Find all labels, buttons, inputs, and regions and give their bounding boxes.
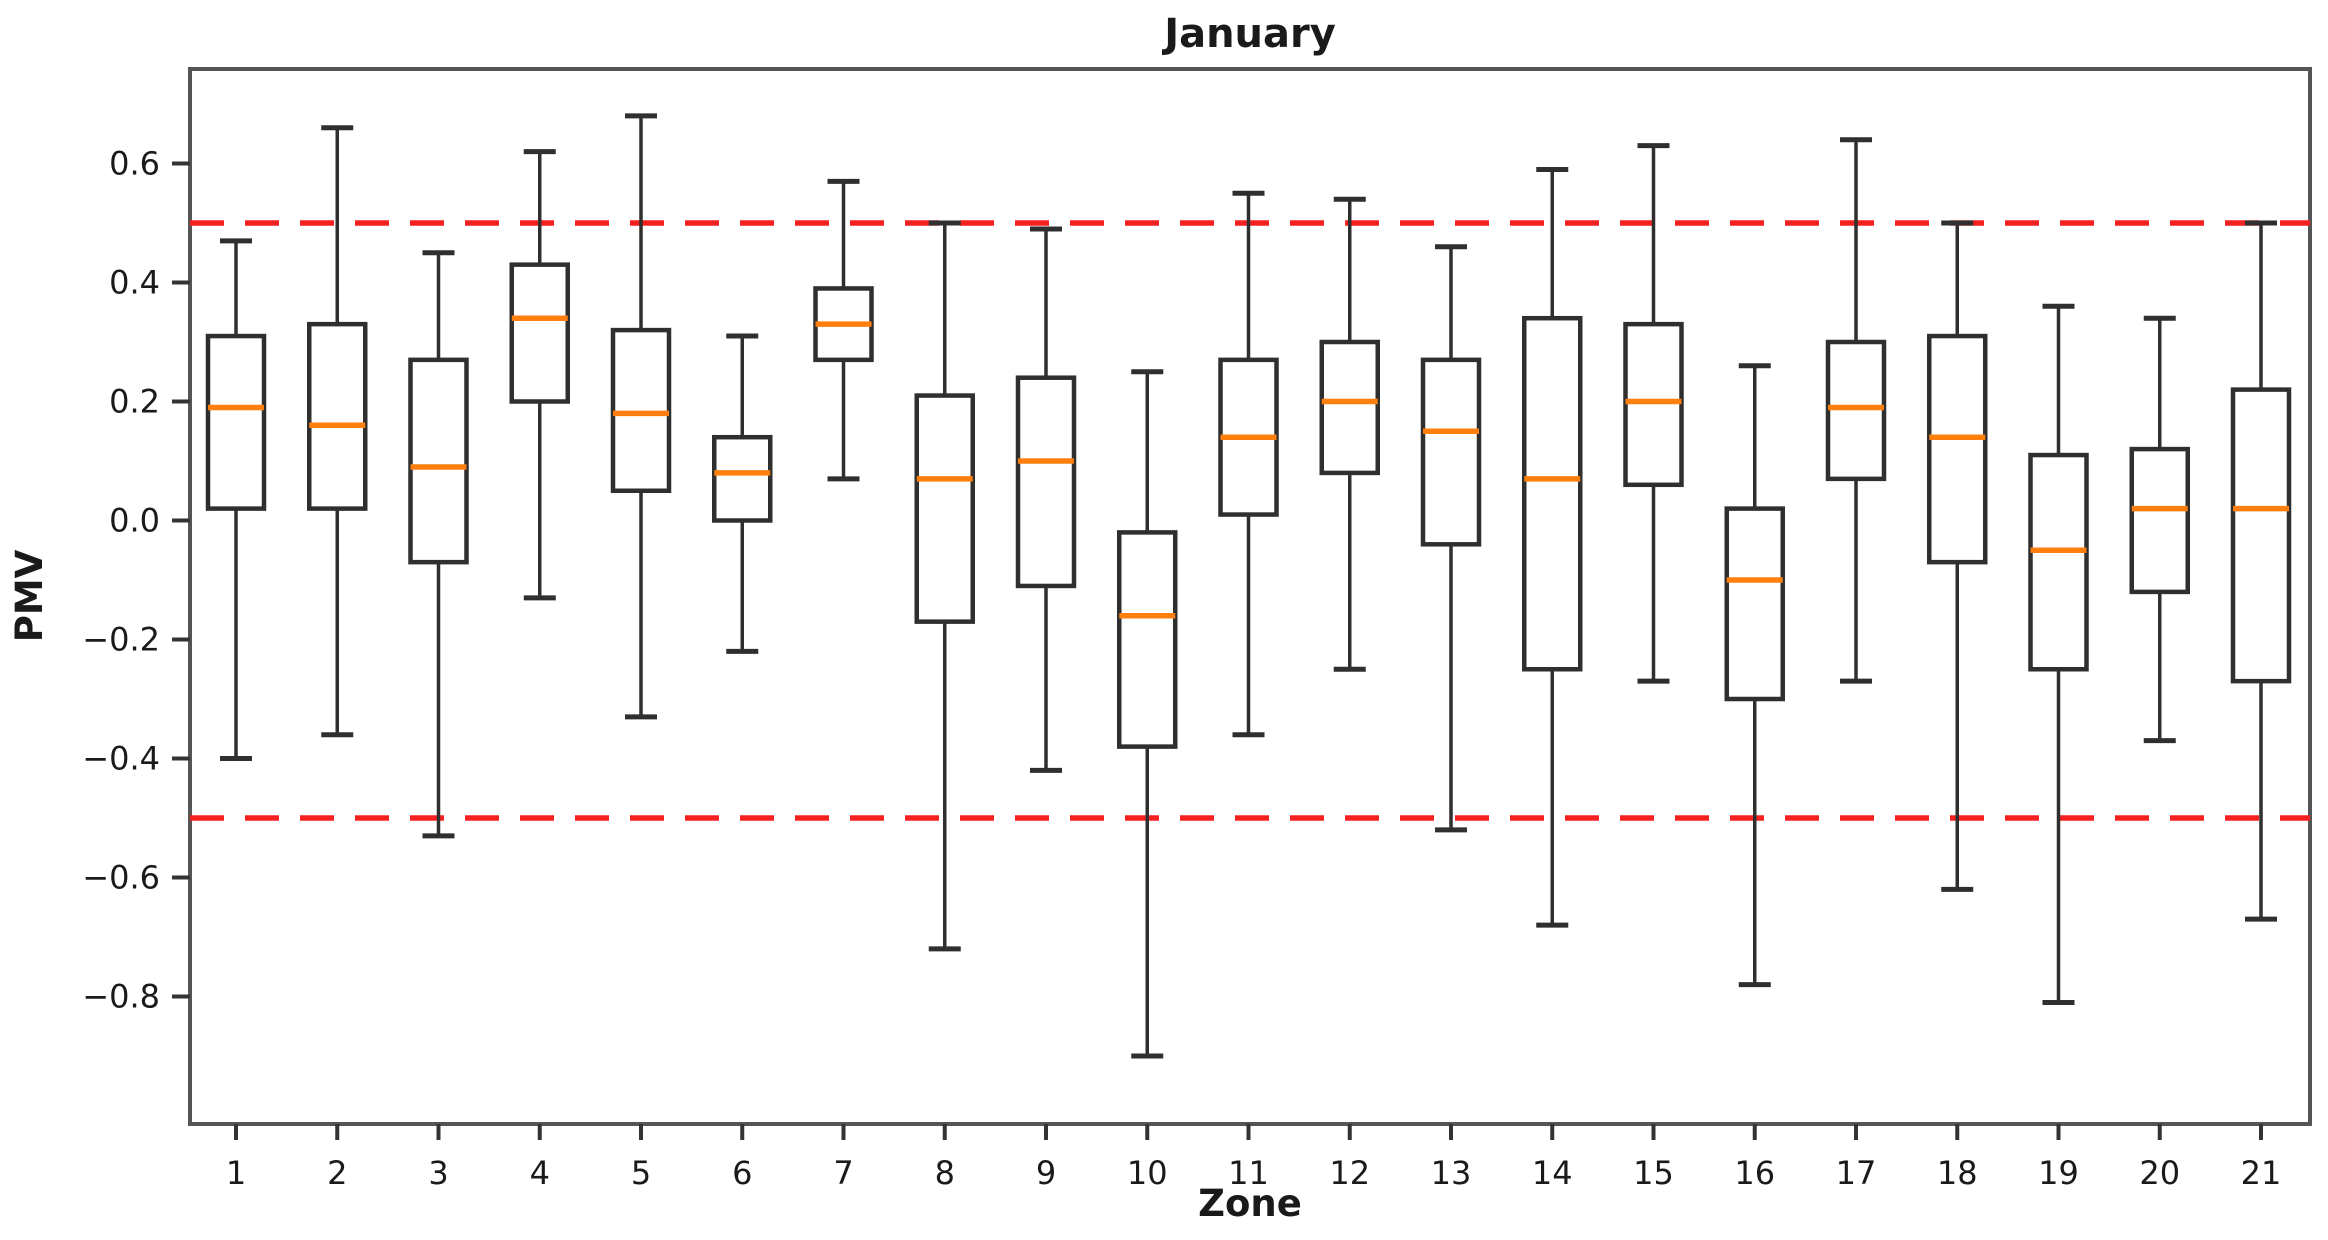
boxplot-zone-10 [1117,369,1178,1059]
iqr-box [2028,452,2089,672]
x-tick-label: 19 [2038,1154,2079,1192]
boxplot-zone-9 [1015,226,1077,773]
iqr-box [1724,506,1785,702]
y-tick-label: 0.6 [109,144,160,182]
boxplot-zone-16 [1724,363,1785,988]
boxplot-zone-2 [307,125,368,738]
boxplot-zone-6 [712,333,773,654]
boxplot-zone-15 [1623,143,1684,684]
y-axis-label: PMV [8,549,51,642]
iqr-box [1522,315,1583,672]
x-tick-label: 16 [1734,1154,1775,1192]
x-tick-label: 8 [935,1154,955,1192]
x-tick-label: 5 [631,1154,651,1192]
iqr-box [509,262,570,404]
iqr-box [1117,530,1178,749]
y-tick-label: −0.6 [82,858,160,896]
boxplot-zone-1 [205,238,267,761]
boxplot-zone-3 [408,250,469,839]
x-tick-label: 17 [1836,1154,1877,1192]
boxplot-zone-14 [1522,166,1583,928]
iqr-box [712,434,773,523]
iqr-box [2129,446,2190,595]
x-tick-label: 4 [530,1154,550,1192]
x-tick-label: 11 [1228,1154,1269,1192]
iqr-box [1825,339,1887,482]
iqr-box [610,327,672,493]
x-tick-label: 14 [1532,1154,1573,1192]
boxplot-zone-5 [610,113,672,720]
iqr-box [1319,339,1380,476]
boxplot-zone-19 [2028,303,2089,1005]
boxplot-zone-12 [1319,196,1380,672]
x-tick-label: 2 [327,1154,347,1192]
y-tick-label: 0.4 [109,263,160,301]
boxplot-zone-8 [914,220,975,952]
x-tick-label: 21 [2241,1154,2282,1192]
y-tick-label: 0.0 [109,501,160,539]
boxplot-zone-11 [1218,190,1279,738]
boxplot-zone-21 [2230,220,2292,922]
iqr-box [205,333,267,511]
boxplot-zone-4 [509,149,570,601]
x-tick-label: 3 [428,1154,448,1192]
iqr-box [2230,387,2292,684]
y-tick-label: −0.2 [82,620,160,658]
x-tick-label: 10 [1127,1154,1168,1192]
x-tick-label: 7 [833,1154,853,1192]
boxplot-zone-13 [1420,244,1482,833]
x-tick-label: 20 [2139,1154,2180,1192]
iqr-box [307,321,368,511]
boxplot-zone-7 [813,178,874,482]
boxplot-zone-20 [2129,315,2190,744]
iqr-box [1420,357,1482,547]
iqr-box [1015,375,1077,589]
x-axis-label: Zone [1198,1182,1302,1225]
boxplot-zone-17 [1825,137,1887,684]
x-tick-label: 13 [1431,1154,1472,1192]
iqr-box [408,357,469,565]
x-tick-label: 12 [1329,1154,1370,1192]
iqr-box [1927,333,1988,565]
boxplot-zone-18 [1927,220,1988,892]
x-tick-label: 6 [732,1154,752,1192]
x-tick-label: 1 [226,1154,246,1192]
x-tick-label: 18 [1937,1154,1978,1192]
y-tick-label: −0.4 [82,739,160,777]
iqr-box [1623,321,1684,488]
y-tick-label: 0.2 [109,382,160,420]
chart-title: January [1161,11,1336,57]
x-tick-label: 9 [1036,1154,1056,1192]
y-tick-label: −0.8 [82,977,160,1015]
iqr-box [914,393,975,624]
x-tick-label: 15 [1633,1154,1674,1192]
